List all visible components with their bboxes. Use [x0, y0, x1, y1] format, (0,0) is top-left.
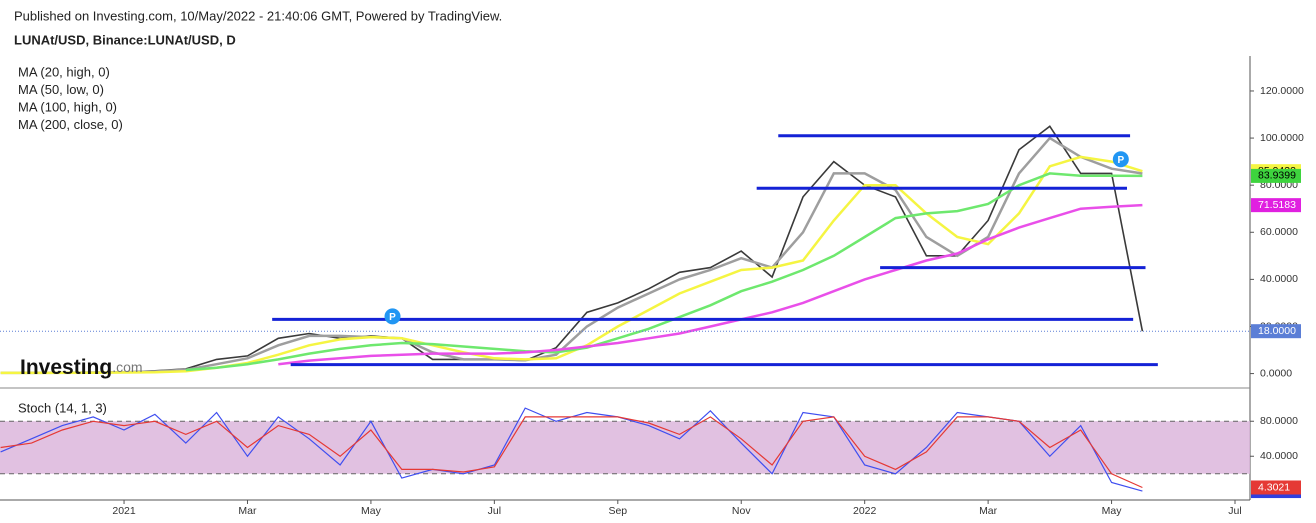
series-line — [0, 416, 1143, 489]
stoch-title: Stoch (14, 1, 3) — [18, 400, 107, 415]
stoch-band — [0, 421, 1250, 474]
value-badge-label: 18.0000 — [1258, 325, 1296, 337]
x-tick-label: Jul — [488, 505, 501, 517]
chart-title: LUNAt/USD, Binance:LUNAt/USD, D — [14, 32, 236, 47]
legend-entry: MA (200, close, 0) — [18, 117, 123, 132]
x-tick-label: Jul — [1228, 505, 1241, 517]
y-tick-label: 80.0000 — [1260, 415, 1298, 427]
y-tick-label: 0.0000 — [1260, 367, 1292, 379]
x-tick-label: 2021 — [112, 505, 136, 517]
value-badge-label: 83.9399 — [1258, 170, 1296, 182]
value-badge-label: 4.3021 — [1258, 481, 1290, 493]
marker-label: P — [389, 312, 396, 323]
value-badge — [1251, 324, 1301, 339]
legend-entry: MA (100, high, 0) — [18, 99, 117, 114]
plot: 2021MarMayJulSepNov2022MarMayJul0.000020… — [0, 64, 1304, 517]
x-tick-label: May — [361, 505, 382, 517]
x-tick-label: Nov — [732, 505, 751, 517]
value-badge — [1251, 198, 1301, 213]
y-tick-label: 100.0000 — [1260, 132, 1304, 144]
legend-entry: MA (50, low, 0) — [18, 82, 104, 97]
series-line — [185, 172, 1143, 372]
x-tick-label: Mar — [979, 505, 998, 517]
marker — [384, 308, 401, 325]
x-tick-label: 2022 — [853, 505, 877, 517]
series-line — [278, 203, 1143, 366]
value-badge-label: 71.5183 — [1258, 199, 1296, 211]
y-tick-label: 40.0000 — [1260, 450, 1298, 462]
logo: Investing.com — [20, 356, 143, 379]
y-tick-label: 40.0000 — [1260, 273, 1298, 285]
x-tick-label: Mar — [238, 505, 257, 517]
value-badge — [1251, 168, 1301, 183]
legend-entry: MA (20, high, 0) — [18, 64, 110, 79]
marker-label: P — [1117, 155, 1124, 166]
x-tick-label: May — [1102, 505, 1123, 517]
value-badge — [1251, 480, 1301, 495]
marker — [1112, 151, 1129, 168]
y-tick-label: 120.0000 — [1260, 85, 1304, 97]
x-tick-label: Sep — [608, 505, 627, 517]
published-note: Published on Investing.com, 10/May/2022 … — [14, 8, 502, 23]
y-tick-label: 60.0000 — [1260, 226, 1298, 238]
